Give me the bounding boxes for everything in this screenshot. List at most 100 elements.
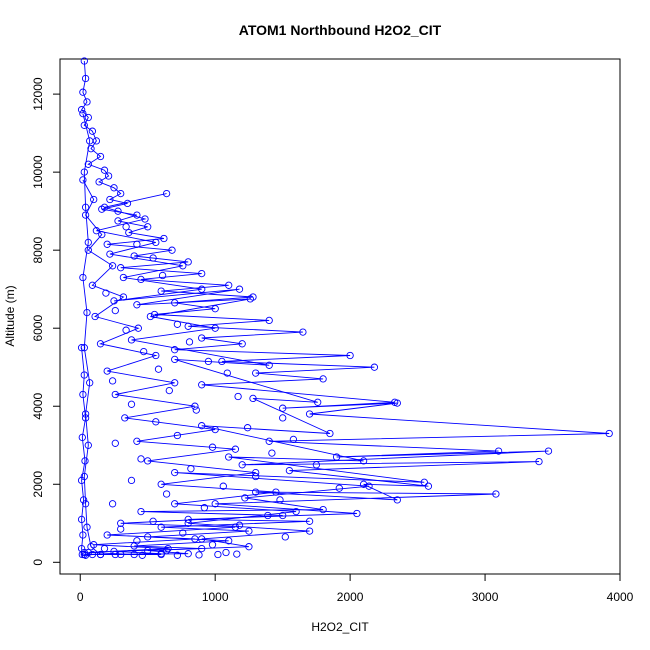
data-point: [150, 310, 159, 319]
data-point: [100, 166, 109, 174]
data-point: [252, 472, 260, 481]
data-point: [222, 548, 230, 557]
data-point: [289, 435, 298, 444]
data-point: [117, 550, 125, 559]
data-point: [80, 371, 88, 379]
data-point: [84, 113, 92, 122]
data-point: [123, 199, 132, 208]
data-point: [252, 468, 260, 477]
data-point: [359, 457, 368, 465]
x-tick-label: 3000: [472, 590, 499, 604]
data-point: [79, 390, 87, 399]
data-point: [81, 500, 90, 508]
y-tick-label: 2000: [31, 471, 45, 498]
y-tick-label: 6000: [31, 315, 45, 342]
data-point: [81, 414, 90, 422]
data-point: [184, 550, 192, 558]
data-point: [162, 189, 171, 198]
data-point: [168, 246, 176, 254]
data-point: [179, 529, 187, 537]
y-tick-label: 8000: [31, 237, 45, 264]
data-point: [88, 550, 97, 559]
data-point: [83, 308, 91, 317]
data-point: [245, 527, 253, 535]
data-point: [81, 211, 90, 219]
chart-title: ATOM1 Northbound H2O2_CIT: [239, 22, 442, 38]
data-point: [305, 410, 314, 418]
data-point: [133, 537, 141, 545]
data-point: [200, 504, 209, 512]
data-point: [225, 537, 233, 545]
series-line: [84, 193, 425, 555]
data-point: [80, 121, 88, 129]
data-point: [198, 381, 206, 389]
data-point: [122, 326, 130, 334]
data-point: [80, 344, 88, 352]
data-point: [198, 285, 206, 293]
data-point: [149, 254, 157, 262]
data-point: [84, 246, 92, 254]
data-point: [78, 550, 86, 559]
data-point: [171, 379, 179, 387]
data-point: [133, 240, 141, 248]
data-point: [83, 98, 91, 106]
data-point: [81, 203, 90, 211]
data-point: [162, 546, 171, 555]
data-point: [231, 523, 240, 531]
data-point: [91, 312, 99, 321]
data-point: [90, 195, 98, 204]
data-point: [162, 490, 171, 498]
y-tick-label: 12000: [31, 77, 45, 111]
data-point: [79, 273, 87, 282]
data-point: [195, 551, 203, 559]
data-point: [494, 447, 503, 455]
data-point: [96, 152, 105, 161]
data-point: [79, 496, 88, 504]
data-point: [238, 461, 246, 469]
x-tick-label: 2000: [337, 590, 364, 604]
data-point: [125, 228, 133, 237]
data-point: [133, 211, 141, 219]
data-point: [281, 533, 289, 541]
data-point: [246, 295, 254, 303]
data-point: [144, 223, 152, 231]
data-point: [173, 551, 182, 559]
data-point: [80, 548, 88, 557]
data-point: [108, 262, 117, 270]
x-axis: 0 1000 2000 3000 4000: [77, 573, 634, 604]
data-point: [238, 340, 246, 348]
data-point: [108, 377, 117, 385]
data-point: [77, 476, 86, 485]
data-point: [114, 207, 122, 215]
data-point: [119, 293, 128, 301]
data-point: [191, 402, 199, 410]
data-point: [117, 264, 125, 272]
data-point: [122, 223, 130, 231]
y-tick-label: 0: [31, 559, 45, 566]
data-point: [127, 400, 136, 408]
data-point: [98, 230, 106, 239]
data-point: [133, 301, 141, 309]
data-point: [80, 550, 88, 559]
data-point: [111, 439, 119, 447]
data-point: [90, 541, 98, 549]
data-point: [80, 168, 88, 176]
data-point: [146, 312, 155, 321]
data-point: [305, 527, 314, 535]
data-point: [121, 414, 129, 422]
data-point: [264, 511, 272, 520]
data-point: [157, 550, 165, 559]
data-point: [393, 399, 401, 407]
data-point: [234, 392, 242, 401]
data-point: [319, 505, 327, 514]
data-point: [285, 466, 294, 475]
series-group: [100, 207, 343, 559]
data-point: [87, 145, 95, 153]
data-point: [305, 517, 314, 525]
data-point: [365, 482, 373, 490]
data-point: [83, 523, 91, 531]
data-point: [158, 271, 167, 280]
data-point: [268, 449, 276, 457]
